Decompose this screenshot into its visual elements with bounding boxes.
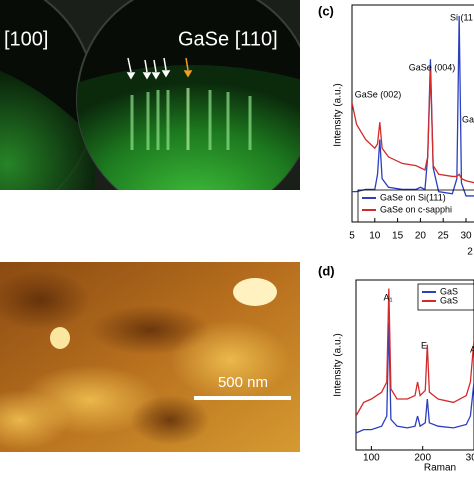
afm-panel: 500 nm bbox=[0, 262, 300, 452]
x-tick-label: 100 bbox=[363, 453, 380, 464]
annotation: Si (11 bbox=[450, 12, 473, 22]
annotation: A bbox=[470, 344, 474, 354]
plot-frame bbox=[355, 279, 474, 451]
x-tick-label: 300 bbox=[466, 453, 474, 464]
legend-label: GaSe on Si(111) bbox=[380, 192, 446, 202]
rheed-panel: [100] GaSe [110] bbox=[0, 0, 300, 190]
panel-label: (c) bbox=[318, 3, 334, 18]
x-tick-label: 10 bbox=[369, 231, 381, 242]
legend-box bbox=[357, 189, 474, 223]
annotation: A₁ bbox=[383, 292, 392, 302]
annotation: E bbox=[421, 340, 427, 350]
rheed-label: GaSe [110] bbox=[178, 28, 278, 50]
chart: 5101520253035GaSe on Si(111)GaSe on c-sa… bbox=[318, 3, 474, 258]
panel-label: (d) bbox=[318, 263, 335, 278]
annotation: GaSe (002) bbox=[355, 89, 402, 99]
legend-label: GaSe on c-sapphi bbox=[380, 204, 452, 214]
x-axis-label: 2 bbox=[467, 247, 473, 258]
series-line bbox=[352, 15, 474, 197]
legend-box bbox=[417, 283, 474, 311]
x-tick-label: 25 bbox=[438, 231, 450, 242]
x-tick-label: 5 bbox=[349, 231, 355, 242]
legend-label: GaS bbox=[440, 295, 458, 305]
plot-area bbox=[352, 15, 474, 197]
x-tick-label: 15 bbox=[392, 231, 404, 242]
x-tick-label: 30 bbox=[460, 231, 472, 242]
scale-bar-label: 500 nm bbox=[218, 374, 268, 391]
legend-label: GaS bbox=[440, 286, 458, 296]
x-tick-label: 200 bbox=[414, 453, 431, 464]
plot-area bbox=[356, 288, 474, 434]
series-line bbox=[356, 288, 474, 417]
y-axis-label: Intensity (a.u.) bbox=[333, 83, 344, 146]
series-line bbox=[352, 70, 474, 184]
y-axis-label: Intensity (a.u.) bbox=[333, 333, 344, 396]
annotation: GaSe bbox=[462, 114, 474, 124]
series-line bbox=[356, 322, 474, 434]
annotation: GaSe (004) bbox=[409, 62, 456, 72]
x-tick-label: 20 bbox=[415, 231, 427, 242]
rheed-label: [100] bbox=[4, 28, 48, 50]
x-axis-label: Raman bbox=[424, 463, 456, 474]
